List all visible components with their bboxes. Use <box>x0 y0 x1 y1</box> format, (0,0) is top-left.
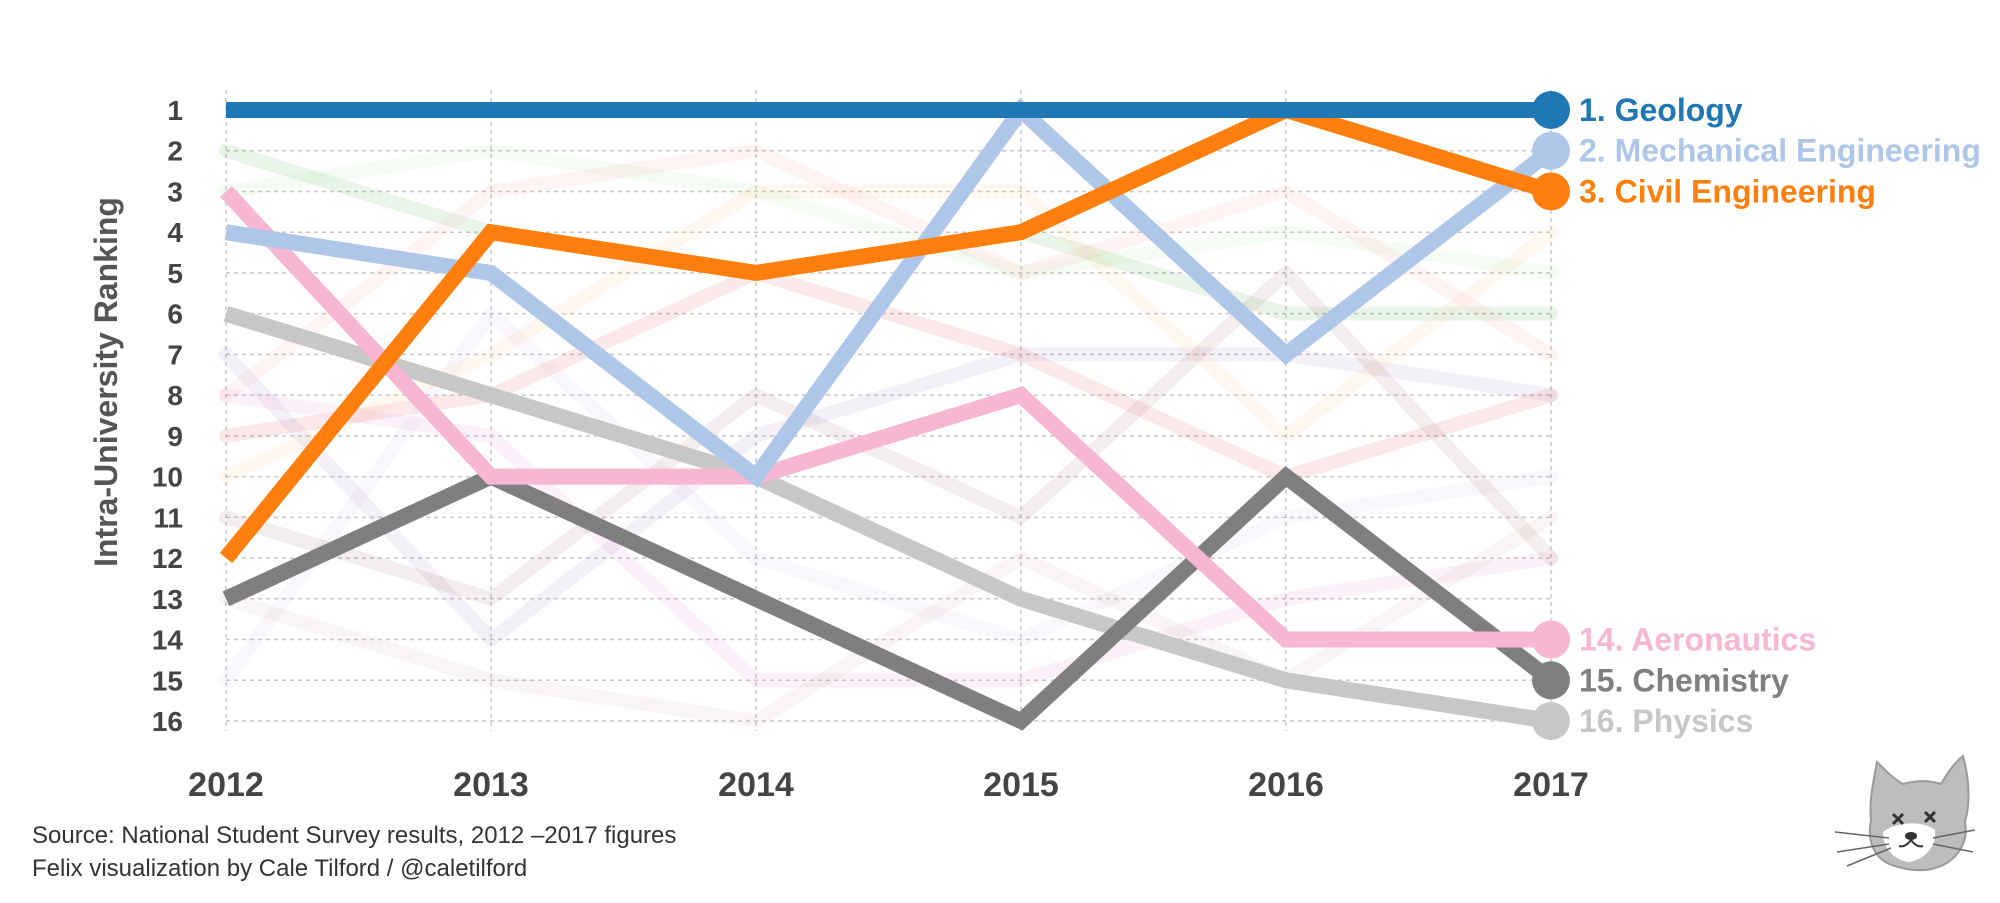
series-label-civil-engineering: 3. Civil Engineering <box>1579 173 1876 209</box>
y-tick-label: 14 <box>152 625 184 656</box>
series-label-aeronautics: 14. Aeronautics <box>1579 622 1816 658</box>
end-marker-civil-engineering <box>1532 172 1570 211</box>
series-line-aeronautics <box>220 186 1551 648</box>
x-tick-label: 2017 <box>1513 766 1589 804</box>
end-markers-group <box>1532 91 1570 740</box>
x-tick-label: 2013 <box>453 766 529 804</box>
series-label-physics: 16. Physics <box>1579 703 1753 739</box>
y-tick-label: 5 <box>167 258 183 289</box>
series-label-mechanical-engineering: 2. Mechanical Engineering <box>1579 133 1981 169</box>
series-line-chemistry <box>222 466 1556 731</box>
background-series-line <box>219 143 1558 403</box>
series-line-mechanical-engineering <box>224 98 1556 488</box>
y-tick-label: 8 <box>167 380 183 411</box>
x-axis-ticks: 2012 2013 2014 2015 2016 2017 <box>188 766 1589 804</box>
y-tick-label: 7 <box>167 339 183 370</box>
x-tick-label: 2015 <box>983 766 1059 804</box>
background-series-line <box>219 265 1558 484</box>
end-marker-mechanical-engineering <box>1532 131 1570 170</box>
series-label-geology: 1. Geology <box>1579 92 1743 128</box>
y-axis-label: Intra-University Ranking <box>88 197 124 567</box>
end-marker-physics <box>1532 702 1570 740</box>
series-labels-group: 1. Geology 2. Mechanical Engineering 3. Ci… <box>1579 92 1981 739</box>
y-tick-label: 13 <box>152 584 183 615</box>
series-line-civil-engineering <box>219 101 1554 564</box>
end-marker-chemistry <box>1532 661 1570 700</box>
y-tick-label: 12 <box>152 543 183 574</box>
x-tick-label: 2016 <box>1248 766 1324 804</box>
y-tick-label: 3 <box>167 176 183 207</box>
y-tick-label: 9 <box>167 421 183 452</box>
series-label-chemistry: 15. Chemistry <box>1579 662 1789 698</box>
end-marker-aeronautics <box>1532 620 1570 659</box>
cat-logo-icon <box>1834 754 1975 872</box>
y-tick-label: 4 <box>167 217 183 248</box>
source-credit: Source: National Student Survey results,… <box>32 822 677 849</box>
y-tick-label: 2 <box>167 136 183 167</box>
y-tick-label: 1 <box>167 95 183 126</box>
x-tick-label: 2012 <box>188 766 264 804</box>
y-tick-label: 11 <box>153 502 183 533</box>
series-line-physics <box>223 306 1553 729</box>
x-tick-label: 2014 <box>718 766 794 804</box>
background-series-line <box>219 143 1558 280</box>
y-tick-label: 6 <box>167 299 183 330</box>
y-tick-label: 15 <box>152 665 183 696</box>
background-series-line <box>219 347 1558 647</box>
end-marker-geology <box>1532 91 1570 129</box>
y-tick-label: 16 <box>152 706 183 737</box>
author-credit: Felix visualization by Cale Tilford / @c… <box>32 855 528 882</box>
highlighted-series-group <box>219 98 1556 731</box>
background-series-line <box>219 510 1558 728</box>
y-tick-label: 10 <box>152 462 183 493</box>
